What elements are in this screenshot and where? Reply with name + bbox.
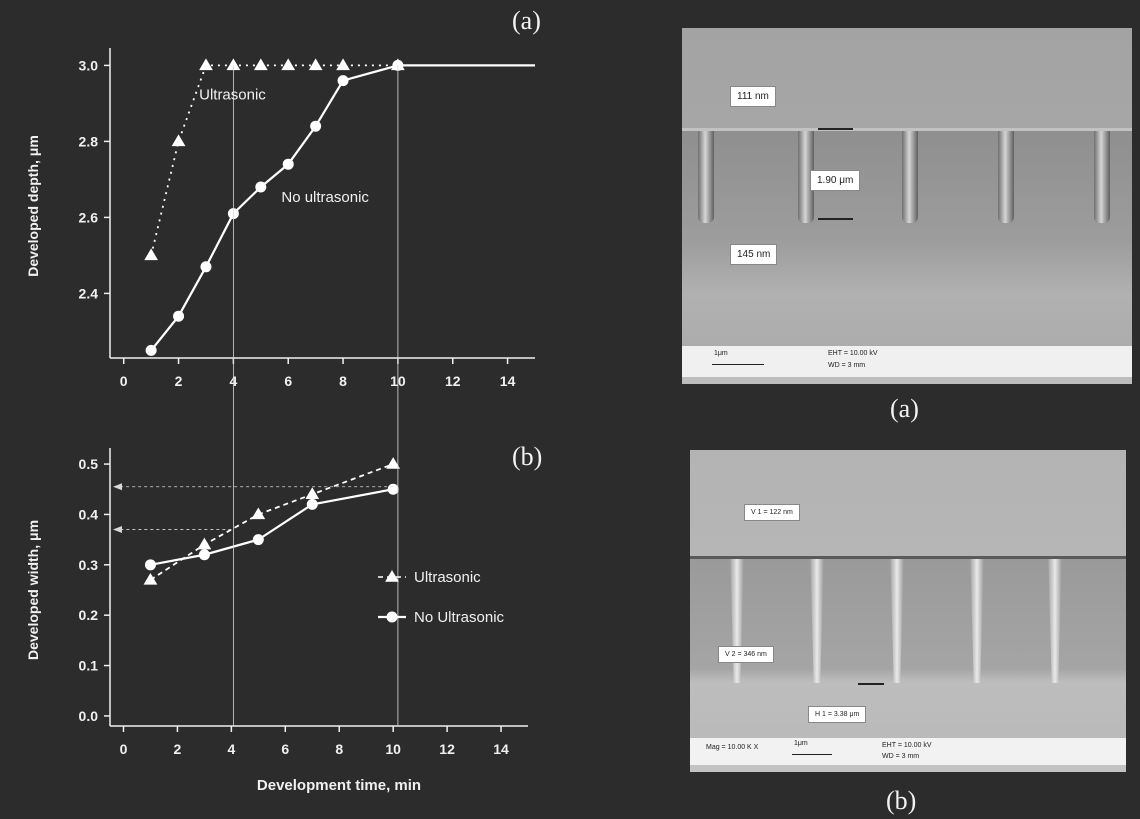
reference-arrow-1 <box>113 483 122 491</box>
sem-a-label-top: 111 nm <box>730 86 776 107</box>
chart-a-series-0-point <box>308 58 323 71</box>
legend-ultrasonic-label: Ultrasonic <box>414 569 481 586</box>
sem-image-b: V 1 = 122 nm V 2 = 346 nm H 1 = 3.38 μm … <box>690 450 1126 772</box>
chart-b-series-1-point <box>198 549 210 561</box>
chart-a-series-0-point <box>171 134 186 147</box>
reference-arrow-0 <box>113 526 122 534</box>
chart-a-annotation-no-ultrasonic: No ultrasonic <box>281 189 369 206</box>
sem-a-meta-eht: EHT = 10.00 kV <box>828 350 878 357</box>
chart-a-series-1-point <box>200 261 212 273</box>
trench-b5 <box>1048 559 1062 683</box>
chart-a-series-1-point <box>337 75 349 87</box>
chart-b-x-tick-label: 8 <box>335 741 343 757</box>
chart-b-x-tick-label: 6 <box>281 741 289 757</box>
sem-b-meta-mag: Mag = 10.00 K X <box>706 744 759 751</box>
sem-a-label-depth: 1.90 μm <box>810 170 861 191</box>
chart-a-y-tick-label: 2.8 <box>79 133 99 149</box>
sem-a-caption: (a) <box>890 394 919 423</box>
chart-a-series-1-point <box>310 120 322 132</box>
chart-a-y-label: Developed depth, μm <box>25 135 41 277</box>
chart-b-series-0-point <box>197 537 212 550</box>
chart-b-y-tick-label: 0.4 <box>79 506 99 522</box>
chart-a-x-tick-label: 2 <box>175 373 183 389</box>
chart-b-y-label: Developed width, μm <box>25 520 41 660</box>
chart-b-y-tick-label: 0.5 <box>79 456 99 472</box>
chart-a-series-0-line <box>150 64 398 256</box>
charts-svg: 0 2 4 6 8 10 12 14 2.4 2.6 2.8 3.0 Developed depth, … <box>25 48 535 794</box>
chart-b-x-label: Development time, min <box>257 777 421 794</box>
chart-b-y-tick-label: 0.2 <box>79 607 99 623</box>
chart-a-y-tick-label: 2.4 <box>79 285 99 301</box>
chart-a-series-0-point <box>144 248 159 261</box>
chart-a-series-0-point <box>336 58 350 71</box>
trench-b3 <box>890 559 904 683</box>
chart-a-y-tick-label: 2.6 <box>79 209 99 225</box>
trench-a1 <box>698 131 714 223</box>
chart-a-series-1-point <box>255 181 267 193</box>
sem-a-meta-wd: WD = 3 mm <box>828 362 866 369</box>
sem-image-a: 111 nm 1.90 μm 145 nm 1μm EHT = 10.00 kV… <box>682 28 1132 384</box>
chart-b-x-tick-label: 10 <box>385 741 401 757</box>
chart-b-series-1-point <box>387 483 399 495</box>
trench-a3 <box>902 131 918 223</box>
trench-b4 <box>970 559 984 683</box>
chart-b-x-tick-label: 14 <box>493 741 509 757</box>
chart-b-panel-label: (b) <box>512 442 543 471</box>
chart-b-x-tick-label: 4 <box>227 741 235 757</box>
chart-a-series-0-point <box>281 58 296 71</box>
sem-b-caption: (b) <box>886 786 917 815</box>
chart-b-series-1-point <box>252 534 264 546</box>
chart-a-x-tick-label: 14 <box>500 373 516 389</box>
sem-a-scale: 1μm <box>714 350 728 357</box>
trench-a5 <box>1094 131 1110 223</box>
chart-a-series-1-line <box>150 64 535 352</box>
chart-b-series-0-point <box>386 457 401 469</box>
chart-b-series-0-line <box>149 463 394 581</box>
legend-no-ultrasonic-label: No Ultrasonic <box>414 609 505 626</box>
chart-a-annotation-ultrasonic: Ultrasonic <box>199 87 266 104</box>
chart-a-series-1-point <box>145 344 157 356</box>
sem-b-label-h1: H 1 = 3.38 μm <box>808 706 867 723</box>
chart-b-series-0-point <box>251 507 266 520</box>
chart-b-series-1-line <box>150 488 394 566</box>
chart-a-y-tick-label: 3.0 <box>79 57 99 73</box>
chart-a-series-1-point <box>282 158 294 170</box>
trench-a2 <box>798 131 814 223</box>
chart-b-series-1-point <box>306 498 318 510</box>
chart-a-series-0-point <box>199 58 213 71</box>
chart-b-y-tick-label: 0.1 <box>79 658 99 674</box>
chart-b-y-tick-label: 0.0 <box>79 708 99 724</box>
chart-a-x-tick-label: 6 <box>284 373 292 389</box>
chart-b-series-0-point <box>143 572 158 585</box>
chart-a-x-tick-label: 0 <box>120 373 128 389</box>
chart-b-y-tick-label: 0.3 <box>79 557 99 573</box>
sem-b-label-v1: V 1 = 122 nm <box>744 504 800 521</box>
sem-b-meta-eht: EHT = 10.00 kV <box>882 742 932 749</box>
sem-b-scale: 1μm <box>794 740 808 747</box>
legend-ultrasonic-marker <box>385 570 399 582</box>
sem-a-label-bottom: 145 nm <box>730 244 778 265</box>
chart-a-series-1-point <box>173 310 185 322</box>
sem-b-meta-wd: WD = 3 mm <box>882 753 920 760</box>
chart-a-x-tick-label: 8 <box>339 373 347 389</box>
chart-a-series-0-point <box>253 58 268 71</box>
chart-b-x-tick-label: 0 <box>120 741 128 757</box>
trench-b2 <box>810 559 824 683</box>
chart-b-x-tick-label: 12 <box>439 741 455 757</box>
chart-b-series-0-point <box>305 487 320 499</box>
chart-b-x-tick-label: 2 <box>174 741 182 757</box>
legend-no-ultrasonic-marker <box>386 611 398 623</box>
trench-a4 <box>998 131 1014 223</box>
sem-b-label-v2: V 2 = 346 nm <box>718 646 774 663</box>
chart-a-panel-label: (a) <box>512 6 541 35</box>
chart-a-x-tick-label: 12 <box>445 373 461 389</box>
trench-b1 <box>730 559 744 683</box>
chart-b-series-1-point <box>144 559 156 571</box>
